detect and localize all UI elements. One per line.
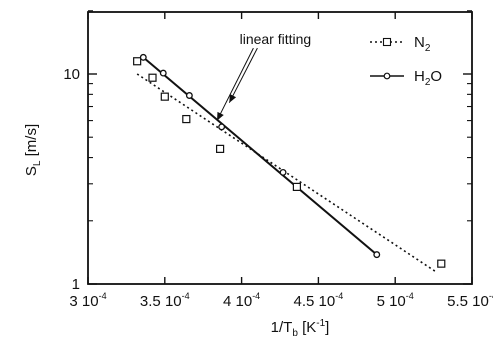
point-n2 [148, 73, 157, 82]
point-n2 [182, 114, 191, 124]
point-n2 [160, 92, 169, 101]
legend-label-h2o: H2O [414, 68, 442, 88]
y-tick-label: 1 [72, 276, 80, 293]
point-h2o [218, 123, 226, 131]
annotation-arrow [228, 47, 258, 103]
point-n2 [215, 144, 225, 153]
annotation: linear fitting [216, 31, 312, 121]
y-axis-label: SL [m/s] [23, 124, 43, 176]
annotation-arrow [216, 47, 254, 121]
point-n2 [133, 57, 142, 66]
point-h2o [185, 92, 193, 99]
x-tick-label: 5 10-4 [377, 291, 414, 310]
data-points [133, 53, 446, 268]
x-tick-label: 4 10-4 [223, 291, 260, 310]
legend-marker-n2 [382, 37, 392, 47]
annotation-label: linear fitting [240, 31, 312, 47]
annotation-arrowhead [217, 111, 224, 121]
x-tick-label: 5.5 10-4 [447, 291, 493, 310]
plot-frame [87, 11, 473, 285]
x-tick-label: 3.5 10-4 [140, 291, 190, 310]
point-h2o [159, 69, 167, 77]
point-h2o [139, 53, 147, 61]
point-h2o [279, 168, 287, 176]
point-h2o [373, 251, 381, 259]
x-tick-label: 4.5 10-4 [294, 291, 344, 310]
point-n2 [437, 259, 446, 268]
x-axis-label: 1/Tb [K-1] [271, 318, 330, 339]
fit-line-h2o [142, 56, 378, 256]
legend-marker-h2o [383, 72, 391, 80]
point-n2 [292, 182, 301, 191]
x-axis-ticks: 3 10-4 3.5 10-4 4 10-4 4.5 10-4 5 10-4 5.5 10… [69, 12, 493, 310]
annotation-arrowhead [229, 93, 237, 103]
y-axis-ticks: 1 10 [63, 10, 472, 293]
y-tick-label: 10 [63, 66, 80, 83]
x-tick-label: 3 10-4 [69, 291, 106, 310]
fit-lines [136, 56, 436, 272]
legend-label-n2: N2 [414, 34, 431, 54]
legend: N2 H2O [370, 34, 442, 88]
